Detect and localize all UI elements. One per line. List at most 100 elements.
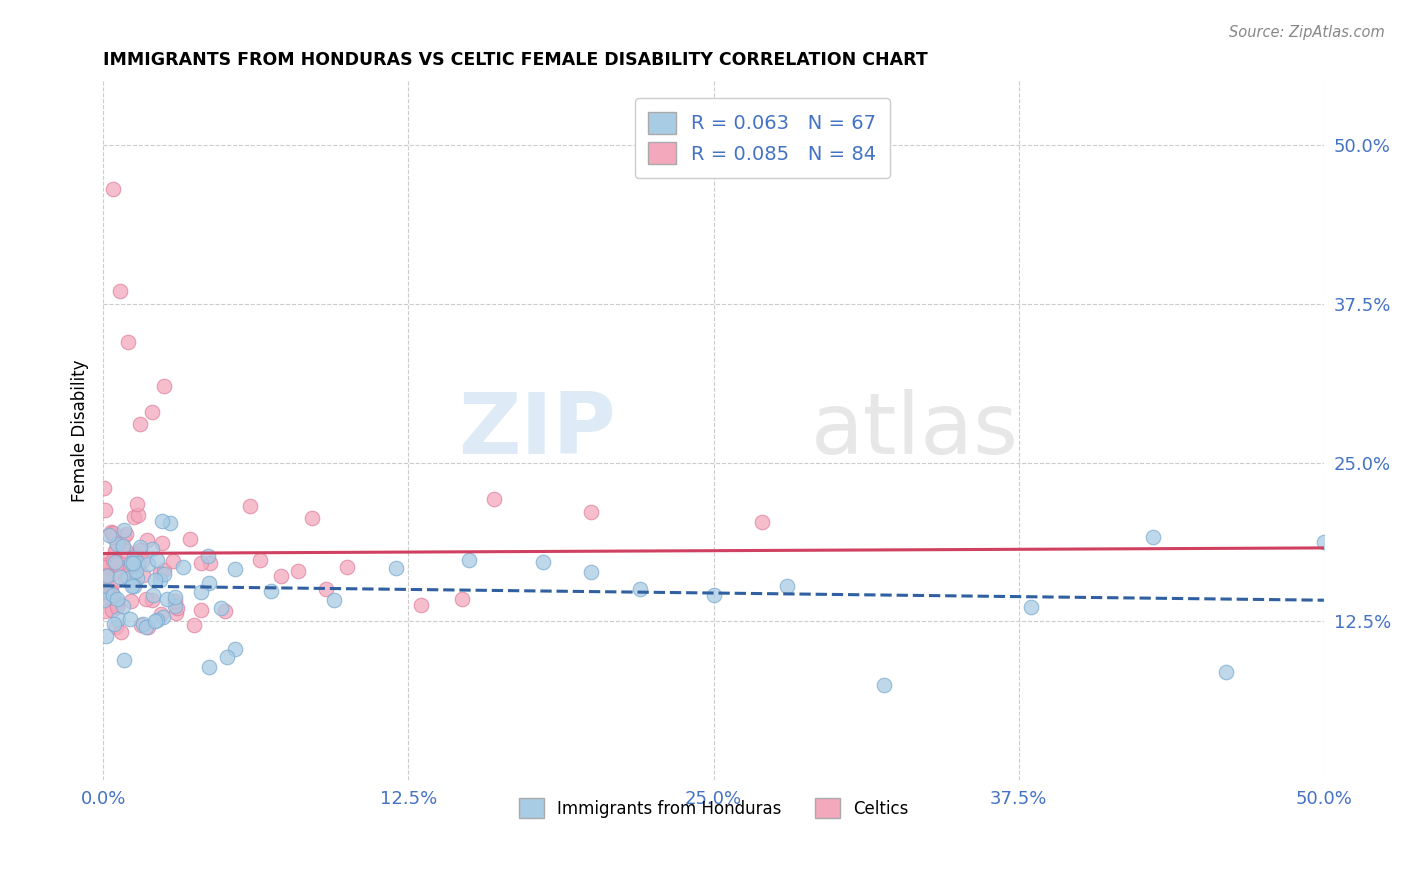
Point xyxy=(581,565,603,579)
Point xyxy=(172,560,194,574)
Point xyxy=(96,568,118,582)
Point xyxy=(105,595,128,609)
Point xyxy=(104,620,127,634)
Point xyxy=(118,612,141,626)
Point xyxy=(121,556,143,570)
Point xyxy=(209,601,232,615)
Point xyxy=(103,617,125,632)
Point xyxy=(224,561,246,575)
Point xyxy=(121,560,143,574)
Point xyxy=(110,284,132,298)
Legend: Immigrants from Honduras, Celtics: Immigrants from Honduras, Celtics xyxy=(512,792,915,824)
Point xyxy=(166,600,188,615)
Point xyxy=(121,579,143,593)
Point xyxy=(115,526,138,541)
Point xyxy=(190,603,212,617)
Point xyxy=(128,542,150,557)
Point xyxy=(197,575,219,590)
Point xyxy=(111,538,134,552)
Point xyxy=(98,583,121,598)
Point xyxy=(129,617,152,632)
Point xyxy=(112,523,135,537)
Point xyxy=(136,558,159,572)
Point xyxy=(103,588,125,602)
Point xyxy=(100,581,122,595)
Point xyxy=(149,573,172,587)
Point xyxy=(105,597,128,611)
Point xyxy=(101,525,124,540)
Point xyxy=(117,570,139,584)
Point xyxy=(146,613,169,627)
Point xyxy=(100,585,122,599)
Point xyxy=(239,499,262,513)
Point xyxy=(96,585,118,599)
Point xyxy=(165,590,187,604)
Point xyxy=(100,603,122,617)
Point xyxy=(197,549,219,563)
Point xyxy=(702,588,724,602)
Point xyxy=(260,583,283,598)
Point xyxy=(100,524,122,539)
Point xyxy=(301,511,323,525)
Point xyxy=(93,592,115,607)
Point xyxy=(152,563,174,577)
Point xyxy=(127,571,149,585)
Point xyxy=(114,572,136,586)
Point xyxy=(150,536,173,550)
Point xyxy=(105,537,128,551)
Point xyxy=(458,553,481,567)
Point xyxy=(122,550,145,565)
Point xyxy=(135,533,157,547)
Point xyxy=(217,649,239,664)
Point xyxy=(132,617,155,632)
Point xyxy=(531,555,554,569)
Point xyxy=(136,620,159,634)
Point xyxy=(628,582,651,596)
Point xyxy=(93,554,115,568)
Point xyxy=(108,569,131,583)
Point xyxy=(101,553,124,567)
Point xyxy=(249,552,271,566)
Point xyxy=(110,625,132,640)
Point xyxy=(135,592,157,607)
Point xyxy=(190,556,212,570)
Point xyxy=(198,557,221,571)
Point xyxy=(117,334,139,349)
Point xyxy=(287,565,309,579)
Point xyxy=(105,600,128,615)
Text: Source: ZipAtlas.com: Source: ZipAtlas.com xyxy=(1229,25,1385,40)
Point xyxy=(323,592,346,607)
Point xyxy=(129,540,152,554)
Point xyxy=(131,553,153,567)
Point xyxy=(103,566,125,581)
Point xyxy=(120,559,142,574)
Point xyxy=(110,557,132,571)
Point xyxy=(125,547,148,561)
Point xyxy=(141,405,163,419)
Point xyxy=(152,610,174,624)
Text: IMMIGRANTS FROM HONDURAS VS CELTIC FEMALE DISABILITY CORRELATION CHART: IMMIGRANTS FROM HONDURAS VS CELTIC FEMAL… xyxy=(103,51,928,69)
Point xyxy=(122,573,145,587)
Point xyxy=(776,579,799,593)
Point xyxy=(96,569,118,583)
Point xyxy=(336,560,359,574)
Point xyxy=(127,508,149,522)
Point xyxy=(98,591,121,605)
Point xyxy=(142,588,165,602)
Point xyxy=(93,559,115,574)
Point xyxy=(111,539,134,553)
Point xyxy=(107,612,129,626)
Point xyxy=(450,592,472,607)
Point xyxy=(125,565,148,579)
Point xyxy=(873,678,896,692)
Point xyxy=(270,569,292,583)
Point xyxy=(101,182,124,196)
Point xyxy=(482,492,505,507)
Point xyxy=(120,557,142,571)
Point xyxy=(385,561,408,575)
Text: atlas: atlas xyxy=(811,389,1019,473)
Point xyxy=(315,582,337,597)
Point xyxy=(104,543,127,558)
Point xyxy=(145,614,167,628)
Point xyxy=(112,599,135,614)
